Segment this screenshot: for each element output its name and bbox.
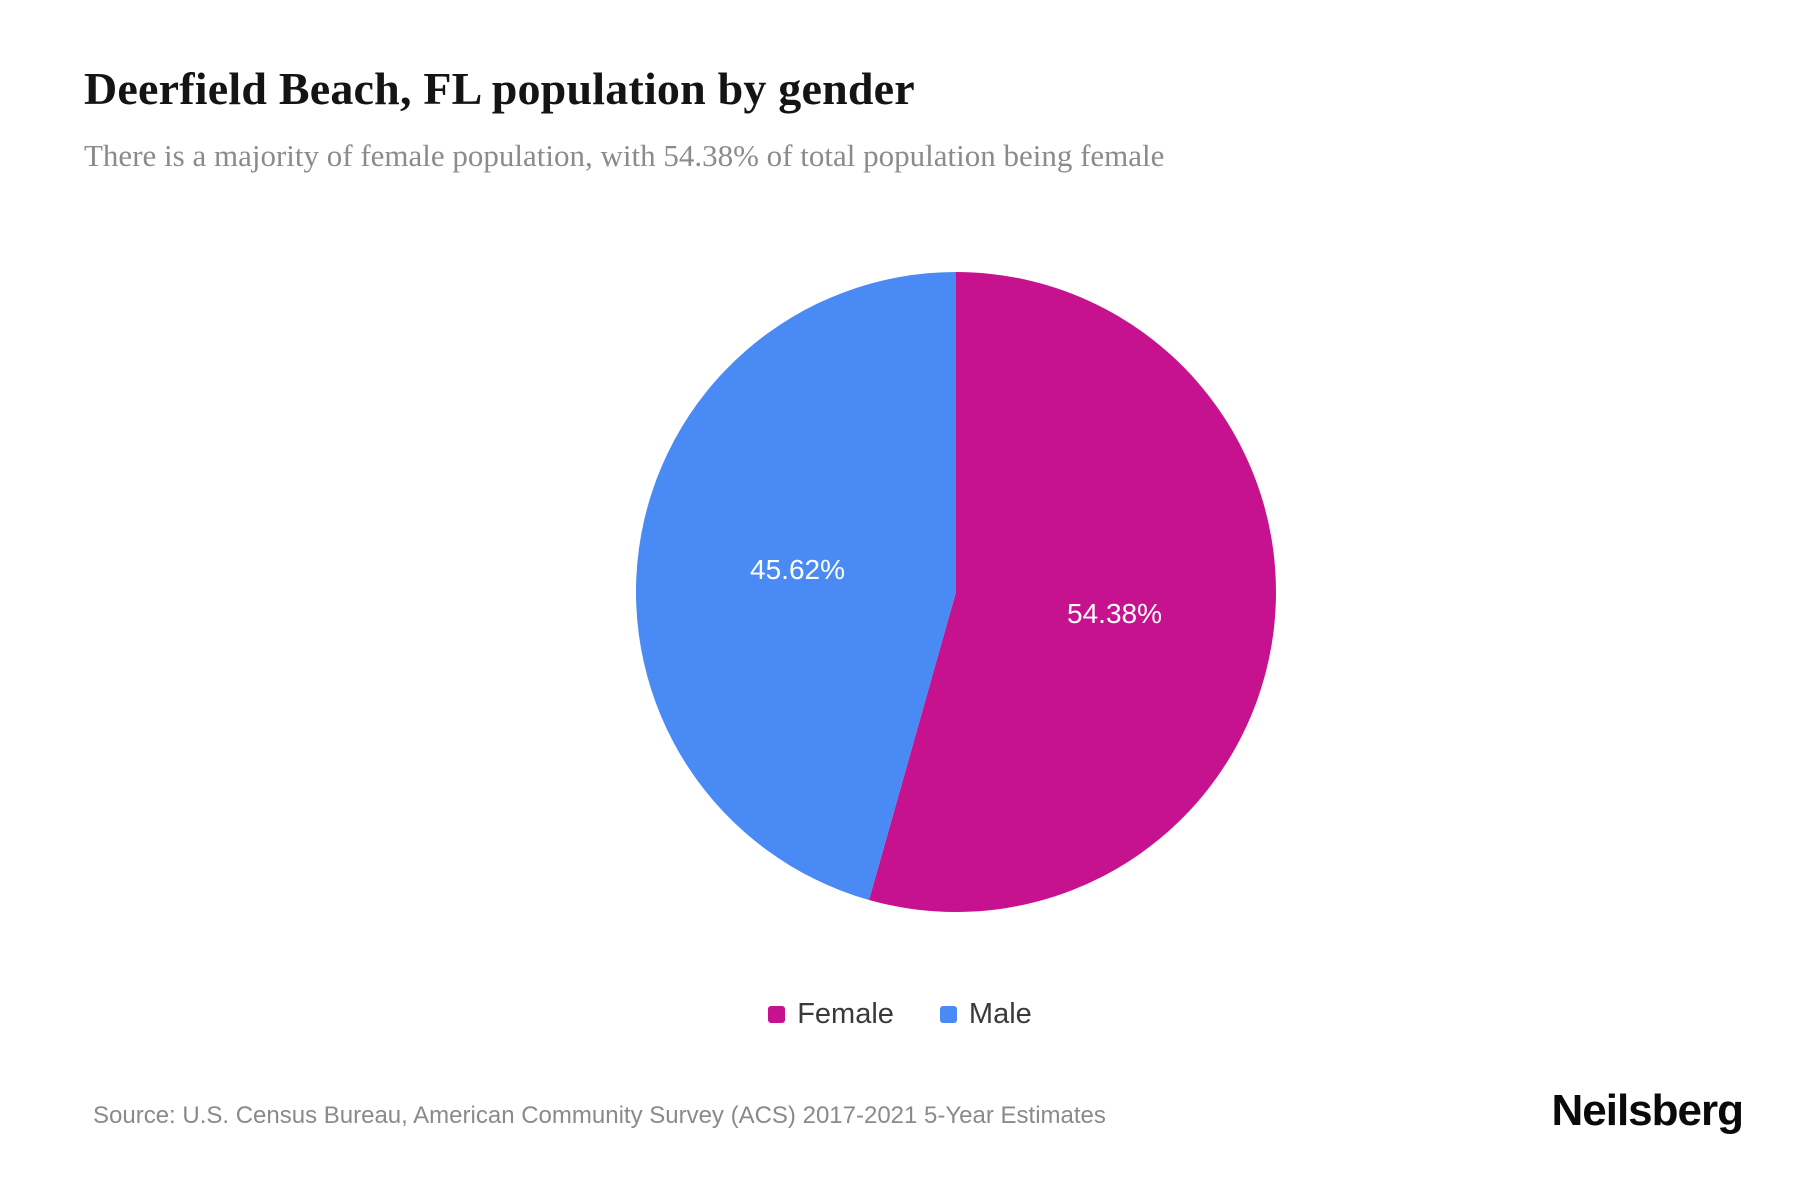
chart-legend: Female Male — [0, 998, 1800, 1031]
legend-label-female: Female — [797, 998, 894, 1030]
pie-slice-male[interactable] — [635, 272, 956, 900]
pie-slice-label-male: 45.62% — [750, 554, 845, 585]
brand-logo: Neilsberg — [1551, 1086, 1744, 1135]
chart-title: Deerfield Beach, FL population by gender — [84, 63, 915, 114]
chart-subtitle: There is a majority of female population… — [84, 138, 1165, 173]
legend-swatch-female-icon — [768, 1006, 786, 1023]
legend-swatch-male-icon — [939, 1006, 957, 1023]
source-note: Source: U.S. Census Bureau, American Com… — [93, 1102, 1106, 1129]
legend-label-male: Male — [968, 998, 1032, 1030]
legend-item-female[interactable]: Female — [768, 998, 894, 1031]
pie-chart-area: 54.38% 45.62% — [606, 242, 1306, 942]
legend-item-male[interactable]: Male — [939, 998, 1032, 1031]
pie-slice-female[interactable] — [869, 272, 1276, 912]
pie-slice-label-female: 54.38% — [1067, 598, 1162, 629]
pie-chart: 54.38% 45.62% — [635, 272, 1276, 912]
